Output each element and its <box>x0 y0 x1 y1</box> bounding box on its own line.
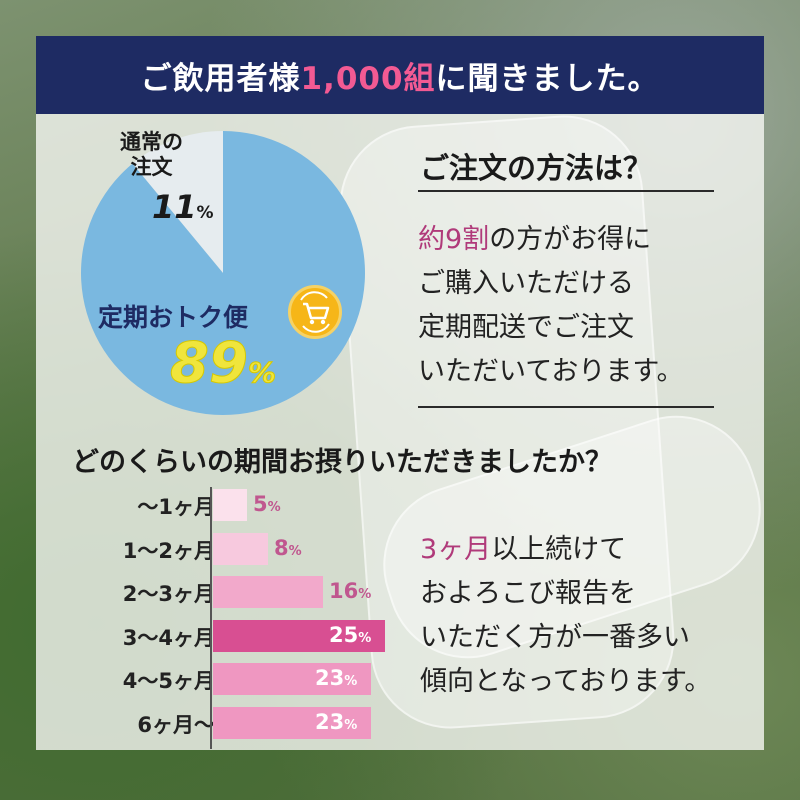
bar-row: 4〜5ヶ月 23% <box>60 661 420 695</box>
cart-refresh-icon <box>288 285 342 339</box>
pie-slice-regular <box>132 131 223 273</box>
banner-highlight: 1,000組 <box>300 60 436 97</box>
regular-order-label-line1: 通常の <box>120 130 183 154</box>
bar-category-label: 3〜4ヶ月 <box>122 625 215 650</box>
order-line2: ご購入いただける <box>418 268 634 299</box>
regular-order-label: 通常の 注文 <box>120 130 183 180</box>
period-line2: およろこび報告を <box>420 578 636 609</box>
banner-prefix: ご飲用者様 <box>140 60 301 97</box>
bar-chart-axis <box>210 487 212 749</box>
bar-value-label: 16% <box>329 579 372 603</box>
regular-order-value: 11 <box>152 188 197 226</box>
regular-order-pct-sign: % <box>196 203 214 223</box>
bar-row: 3〜4ヶ月 25% <box>60 618 420 652</box>
order-line4: いただいております。 <box>418 356 684 387</box>
bar-category-label: 6ヶ月〜 <box>137 712 215 737</box>
bar-category-label: 1〜2ヶ月 <box>122 538 215 563</box>
period-line4: 傾向となっております。 <box>420 666 712 697</box>
bar-mark <box>213 576 323 608</box>
period-line1: 以上続けて <box>491 534 627 565</box>
order-line1: の方がお得に <box>489 224 652 255</box>
order-heading-divider <box>418 190 714 192</box>
bar-mark <box>213 663 371 695</box>
period-description: 3ヶ月以上続けて およろこび報告を いただく方が一番多い 傾向となっております。 <box>420 528 711 704</box>
pie-slice-subscription <box>80 131 365 416</box>
bar-value-label: 8% <box>274 535 302 560</box>
period-heading: どのくらいの期間お摂りいただきましたか？ <box>72 447 612 478</box>
bar-value-label: 5% <box>253 492 281 516</box>
bar-row: 6ヶ月〜 23% <box>60 705 420 739</box>
subscription-value: 89 <box>170 331 249 397</box>
banner-suffix: に聞きました。 <box>435 60 660 97</box>
bar-category-label: 4〜5ヶ月 <box>122 669 215 693</box>
bar-mark <box>213 489 247 521</box>
order-method-pie-chart: 通常の 注文 11% 定期おトク便 89% <box>78 128 368 418</box>
order-line3: 定期配送でご注文 <box>418 312 634 343</box>
regular-order-label-line2: 注文 <box>130 155 173 179</box>
bar-mark <box>213 532 268 565</box>
bar-value-label: 23% <box>315 666 358 690</box>
bar-value-label: 23% <box>315 709 358 734</box>
bar-category-label: 〜1ヶ月 <box>137 495 215 519</box>
order-bottom-divider <box>418 406 714 408</box>
bar-row: 1〜2ヶ月 8% <box>60 531 420 565</box>
bar-row: 〜1ヶ月 5% <box>60 487 420 521</box>
order-description: 約9割の方がお得に ご購入いただける 定期配送でご注文 いただいております。 <box>418 218 684 394</box>
subscription-pct-sign: % <box>247 356 276 390</box>
period-line3: いただく方が一番多い <box>420 622 690 653</box>
order-highlight: 約9割 <box>418 224 490 255</box>
bar-mark <box>213 619 385 652</box>
pie-svg <box>80 131 365 416</box>
survey-banner: ご飲用者様 1,000組 に聞きました。 <box>36 36 764 114</box>
subscription-label: 定期おトク便 <box>98 303 249 332</box>
bar-category-label: 2〜3ヶ月 <box>122 582 215 606</box>
bar-row: 2〜3ヶ月 16% <box>60 574 420 608</box>
order-method-heading: ご注文の方法は？ <box>420 151 653 185</box>
bar-mark <box>213 706 371 739</box>
period-highlight: 3ヶ月 <box>420 534 492 565</box>
subscription-percent: 89% <box>170 331 277 397</box>
regular-order-percent: 11% <box>152 188 214 226</box>
bar-value-label: 25% <box>329 622 372 647</box>
